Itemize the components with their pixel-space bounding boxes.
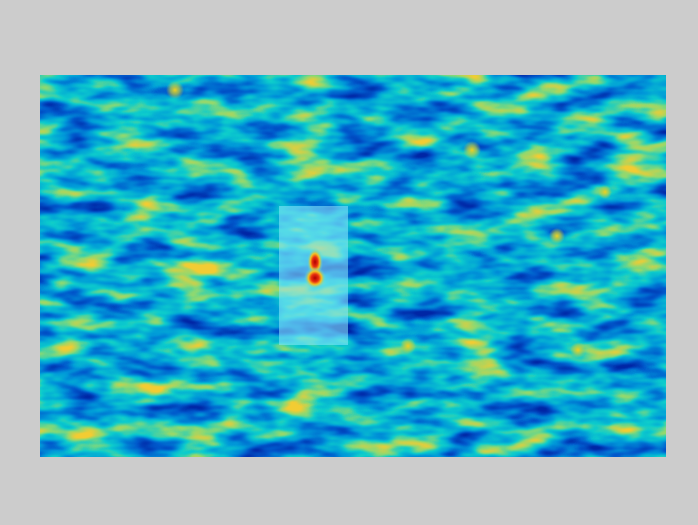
- screenshot: [0, 0, 698, 525]
- hotspot: [570, 342, 586, 358]
- hotspot: [598, 185, 612, 199]
- heatmap-texture: [40, 75, 666, 457]
- peak: [304, 267, 326, 289]
- hotspot: [400, 338, 416, 354]
- hotspot: [463, 141, 481, 159]
- response-map: [40, 75, 666, 457]
- hotspot: [549, 228, 565, 244]
- hotspot: [166, 81, 184, 99]
- search-window: [279, 206, 348, 345]
- page: [0, 0, 698, 525]
